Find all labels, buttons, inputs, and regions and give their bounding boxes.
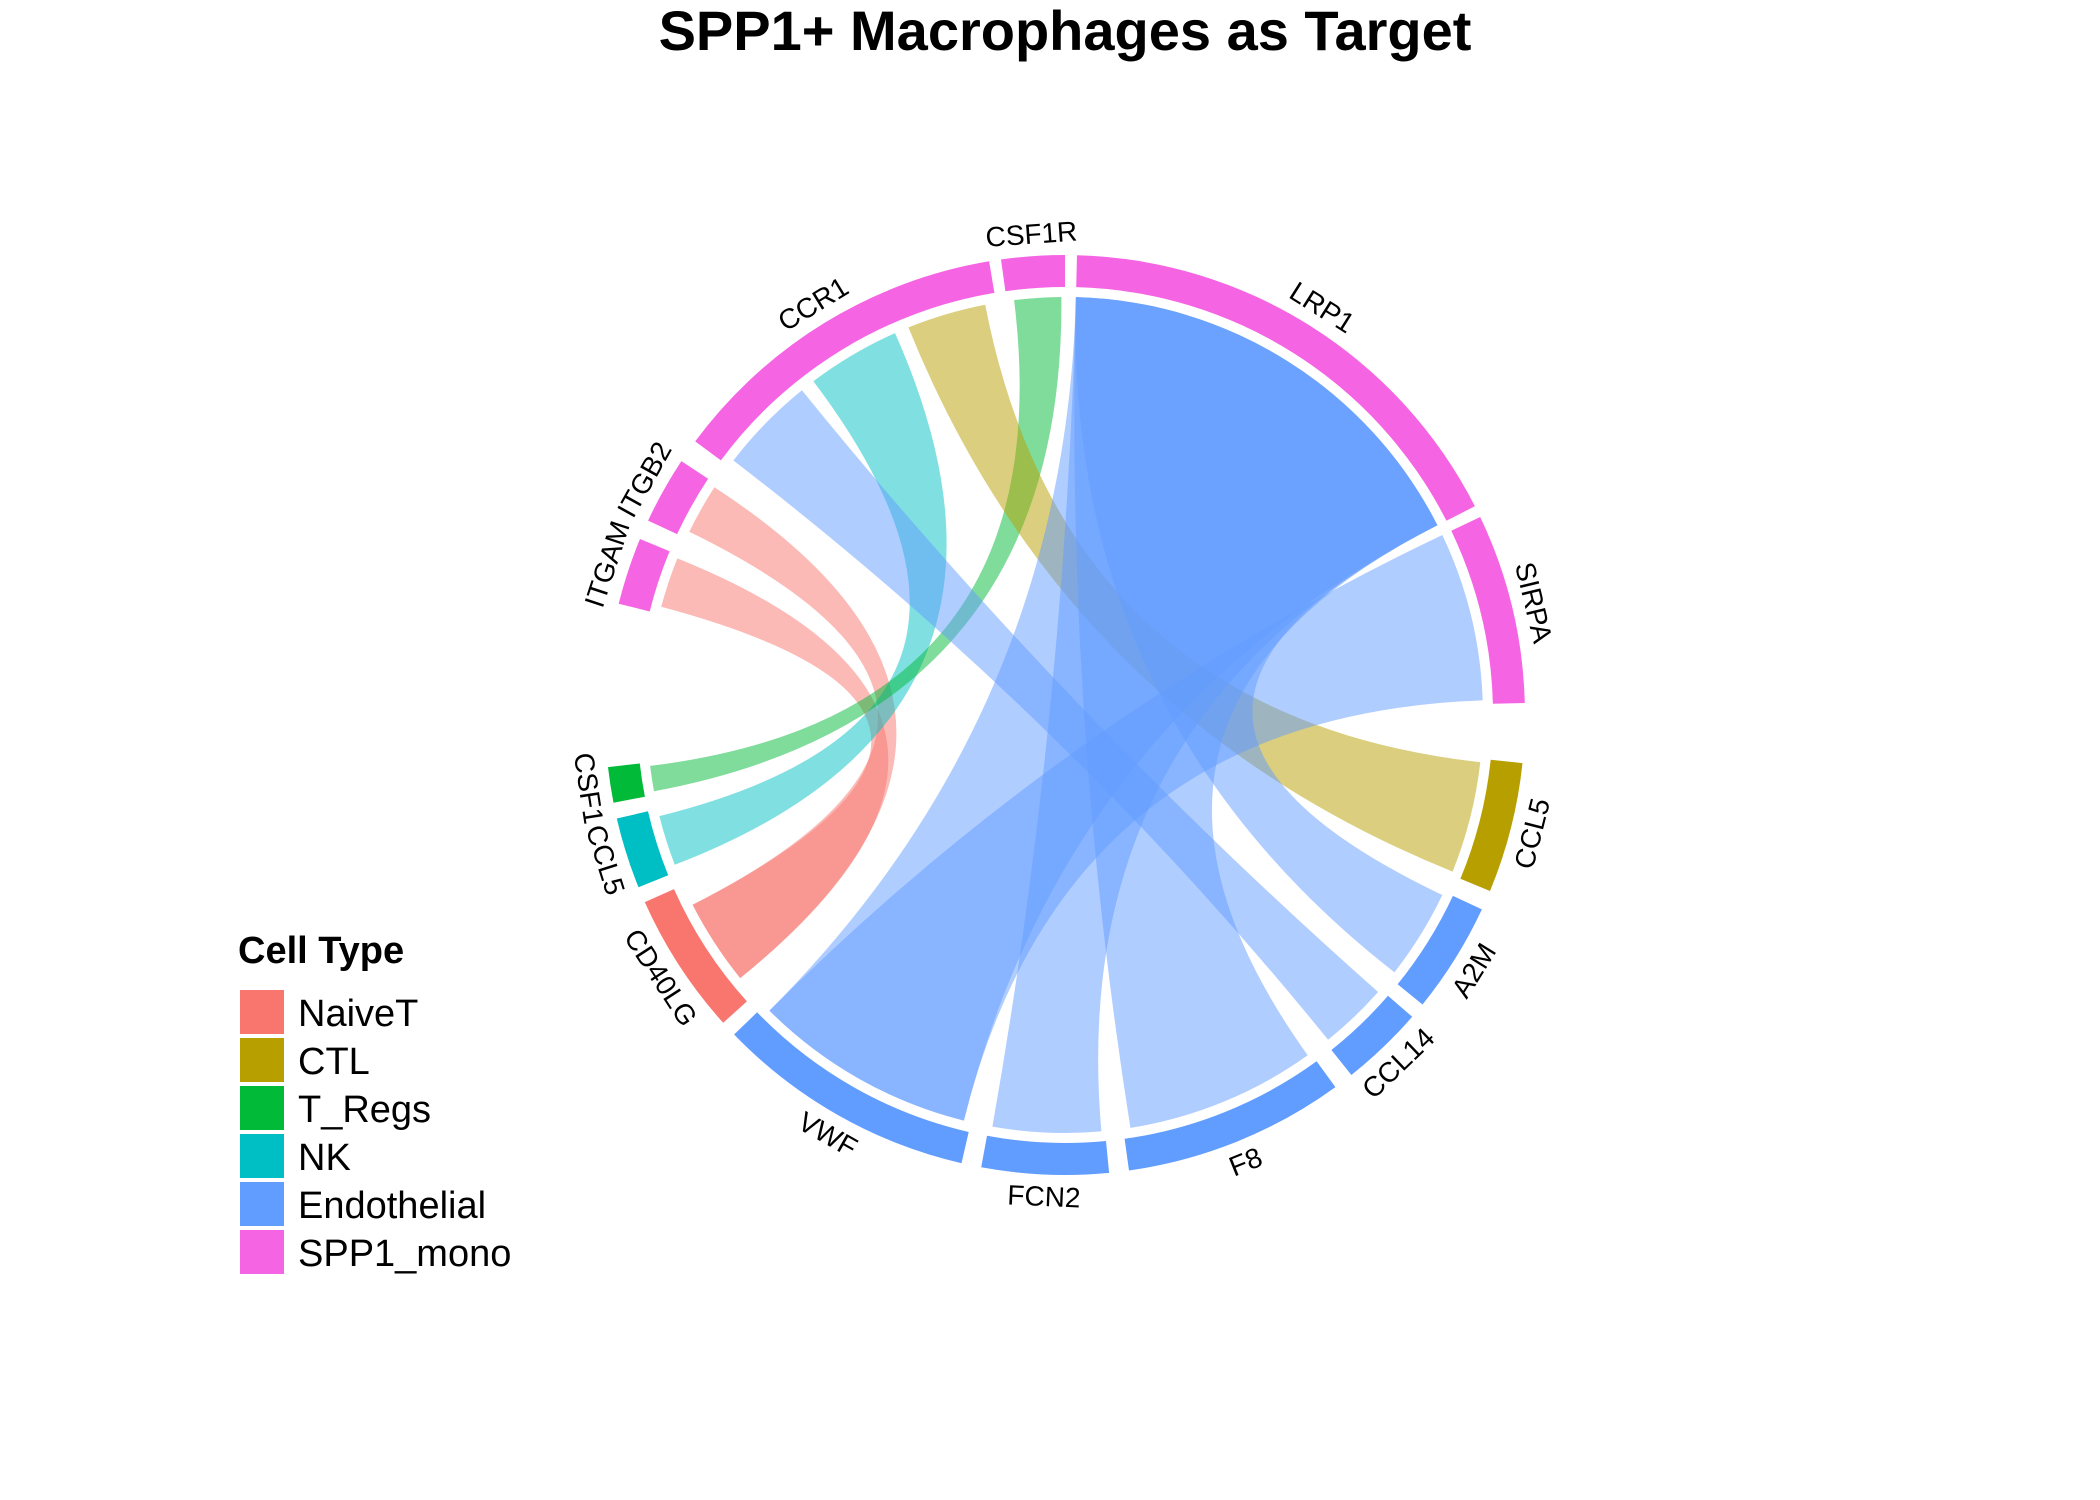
chord-ccl5-nk-to-ccr1 <box>659 333 947 865</box>
segment-label-csf1r: CSF1R <box>985 216 1079 253</box>
chord-vwf-endothelial-to-sirpa <box>769 535 1483 1121</box>
legend-swatch-t-regs <box>240 1086 284 1130</box>
segment-vwf <box>734 1012 969 1164</box>
chord-csf1-t-regs-to-csf1r <box>650 297 1062 792</box>
segment-ccr1 <box>695 261 995 461</box>
legend-label-naivet: NaiveT <box>298 993 418 1035</box>
legend-swatch-ctl <box>240 1038 284 1082</box>
segments-group <box>608 255 1525 1176</box>
legend-swatch-spp1-mono <box>240 1230 284 1274</box>
chord-cd40lg-naivet-to-itgam <box>661 558 889 979</box>
segment-fcn2 <box>981 1135 1110 1176</box>
legend-title: Cell Type <box>238 930 404 972</box>
legend-label-nk: NK <box>298 1137 351 1179</box>
legend: Cell Type NaiveT CTL T_Regs NK Endothelial SP… <box>238 930 511 1275</box>
segment-label-f8: F8 <box>1225 1141 1267 1182</box>
segment-label-csf1: CSF1 <box>568 751 609 826</box>
legend-swatch-naivet <box>240 990 284 1034</box>
segment-ccl5-ctl <box>1460 759 1523 891</box>
chords-group <box>650 297 1483 1133</box>
segment-itgam <box>618 539 670 612</box>
legend-label-t-regs: T_Regs <box>298 1089 431 1131</box>
legend-label-endothelial: Endothelial <box>298 1185 486 1227</box>
segment-ccl5-nk <box>616 811 669 888</box>
legend-swatch-endothelial <box>240 1182 284 1226</box>
chart-title: SPP1+ Macrophages as Target <box>659 0 1472 62</box>
legend-label-ctl: CTL <box>298 1041 370 1083</box>
chord-ccl5-ctl-to-ccr1 <box>908 304 1481 872</box>
segment-a2m <box>1397 895 1482 1005</box>
segment-ccl14 <box>1331 995 1413 1075</box>
segment-cd40lg <box>644 889 747 1023</box>
segment-label-fcn2: FCN2 <box>1007 1179 1081 1213</box>
segment-itgb2 <box>648 461 709 535</box>
legend-label-spp1-mono: SPP1_mono <box>298 1233 511 1275</box>
segment-f8 <box>1124 1061 1336 1171</box>
segment-csf1 <box>608 763 645 803</box>
chord-ccl14-endothelial-to-ccr1 <box>733 390 1379 1040</box>
segment-sirpa <box>1451 517 1525 704</box>
segment-lrp1 <box>1076 255 1475 521</box>
legend-entries: NaiveT CTL T_Regs NK Endothelial SPP1_mono <box>240 990 511 1275</box>
legend-swatch-nk <box>240 1134 284 1178</box>
segment-csf1r <box>1001 255 1065 292</box>
